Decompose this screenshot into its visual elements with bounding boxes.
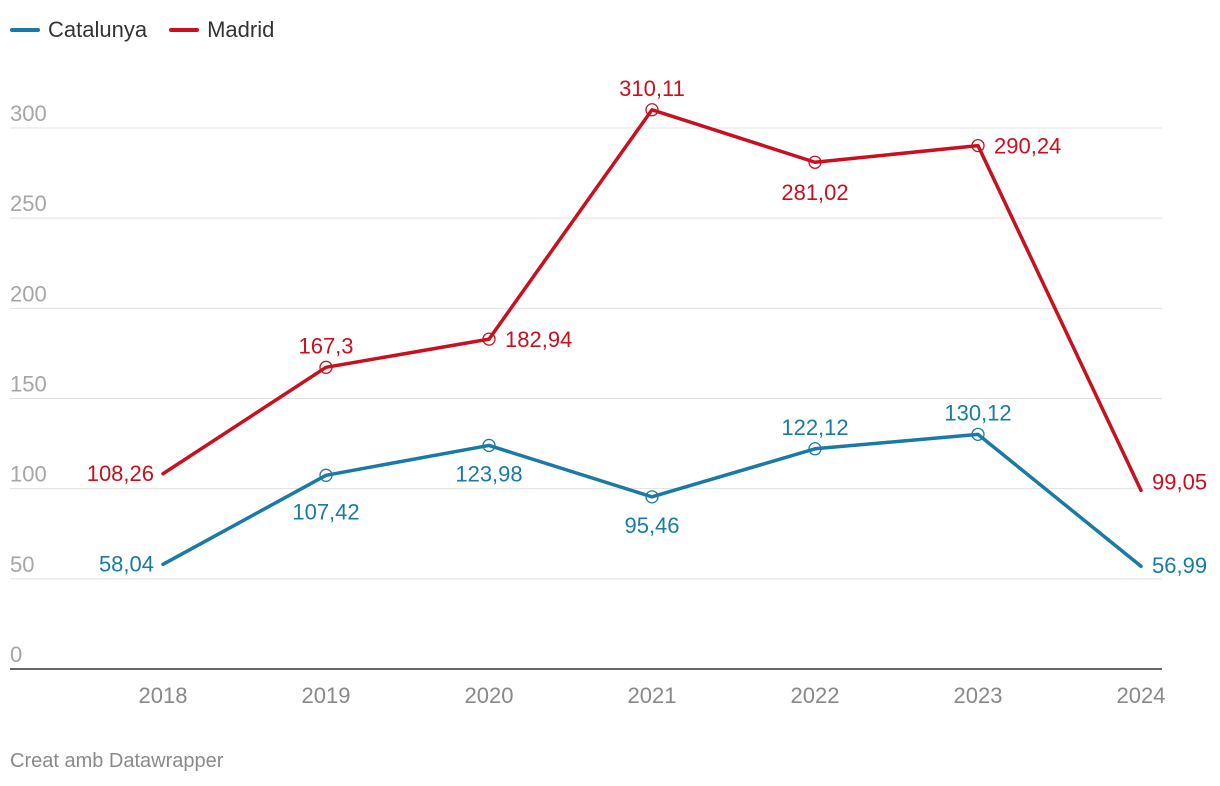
data-label-catalunya-2023: 130,12 — [944, 400, 1011, 425]
legend-label-madrid: Madrid — [207, 17, 275, 42]
legend-item-madrid[interactable]: Madrid — [169, 17, 274, 43]
legend-swatch-catalunya — [10, 28, 40, 32]
x-tick-label-2018: 2018 — [139, 683, 188, 708]
data-label-catalunya-2020: 123,98 — [455, 461, 522, 486]
data-point-catalunya-2023 — [971, 427, 985, 442]
y-tick-label-250: 250 — [10, 191, 47, 216]
data-label-catalunya-2021: 95,46 — [624, 513, 679, 538]
data-point-catalunya-2021 — [645, 490, 659, 504]
data-label-madrid-2023: 290,24 — [994, 134, 1061, 159]
x-tick-label-2024: 2024 — [1117, 683, 1166, 708]
data-point-madrid-2022 — [808, 155, 822, 169]
data-label-catalunya-2019: 107,42 — [292, 499, 359, 524]
data-label-madrid-2019: 167,3 — [298, 333, 353, 358]
data-point-catalunya-2019 — [319, 468, 333, 482]
data-label-madrid-2024: 99,05 — [1152, 469, 1207, 494]
data-point-madrid-2020 — [482, 332, 496, 346]
y-tick-label-200: 200 — [10, 281, 47, 306]
data-label-catalunya-2022: 122,12 — [781, 415, 848, 440]
data-point-madrid-2023 — [971, 138, 985, 153]
y-tick-label-150: 150 — [10, 372, 47, 397]
grid-layer — [10, 127, 1162, 580]
y-tick-label-50: 50 — [10, 552, 34, 577]
series-layer — [161, 103, 1143, 568]
data-point-catalunya-2022 — [808, 442, 822, 456]
legend-swatch-madrid — [169, 28, 200, 32]
data-label-madrid-2022: 281,02 — [781, 180, 848, 205]
legend-label-catalunya: Catalunya — [48, 17, 148, 42]
legend-item-catalunya[interactable]: Catalunya — [10, 17, 147, 43]
data-point-catalunya-2020 — [482, 438, 496, 453]
data-label-catalunya-2024: 56,99 — [1152, 553, 1207, 578]
x-tick-label-2021: 2021 — [628, 683, 677, 708]
x-tick-label-2022: 2022 — [791, 683, 840, 708]
data-point-madrid-2019 — [319, 360, 333, 374]
data-label-madrid-2018: 108,26 — [87, 461, 154, 486]
axis-layer: 0 50 100 150 200 250 300 2018 2019 2020 2021 2022 20… — [10, 101, 1165, 708]
data-label-madrid-2020: 182,94 — [505, 327, 572, 352]
data-label-madrid-2021: 310,11 — [619, 76, 685, 101]
legend: Catalunya Madrid — [10, 14, 274, 46]
y-tick-label-100: 100 — [10, 462, 47, 487]
series-line-catalunya — [161, 432, 1143, 568]
x-tick-label-2019: 2019 — [302, 683, 351, 708]
data-label-catalunya-2018: 58,04 — [99, 551, 154, 576]
label-layer: 58,04 107,42 123,98 95,46 122,12 130,12 56,99 1… — [87, 76, 1207, 578]
x-tick-label-2023: 2023 — [954, 683, 1003, 708]
y-tick-label-0: 0 — [10, 642, 22, 667]
series-line-madrid — [161, 108, 1143, 493]
x-tick-label-2020: 2020 — [465, 683, 514, 708]
footer-credit: Creat amb Datawrapper — [10, 750, 224, 772]
data-point-madrid-2021 — [645, 103, 659, 117]
y-tick-label-300: 300 — [10, 101, 47, 126]
